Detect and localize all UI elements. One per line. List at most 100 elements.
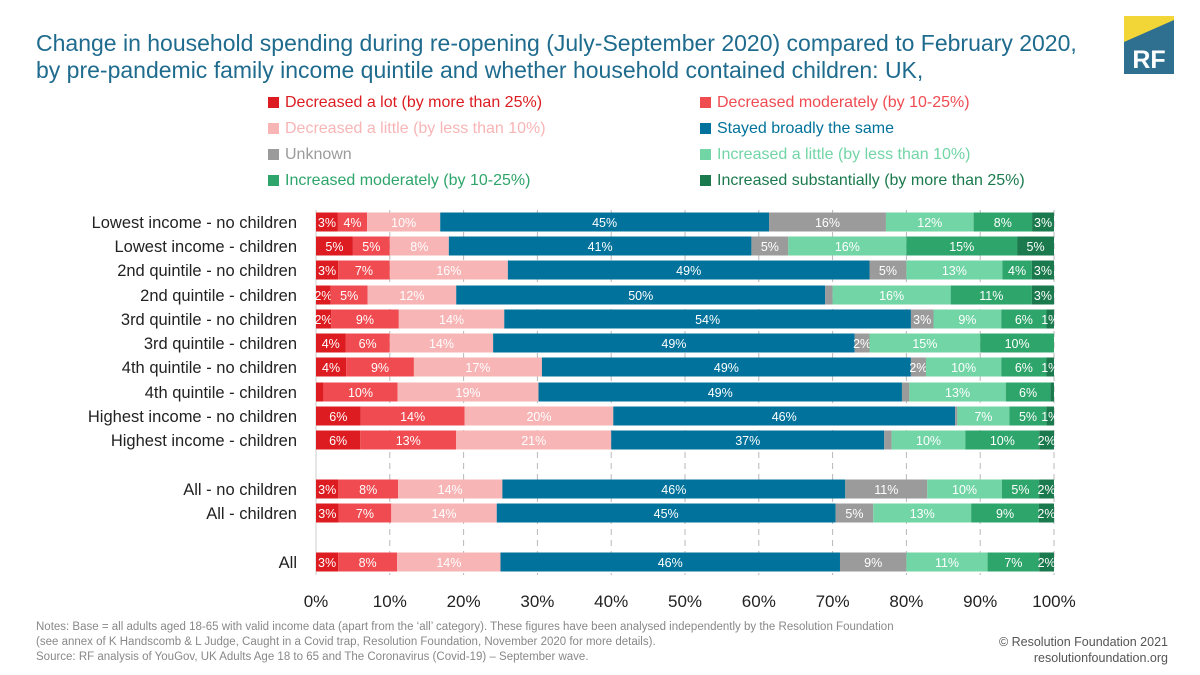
data-label: 3% (318, 264, 336, 278)
bar-segment (1050, 382, 1054, 402)
bar-segment (910, 309, 934, 329)
bar-segment (360, 430, 457, 450)
bar-segment (854, 333, 870, 353)
bar-segment (448, 236, 752, 256)
bar-segment (1017, 236, 1054, 256)
x-tick-label: 20% (447, 592, 481, 611)
bar-segment (825, 285, 833, 305)
bar-segment (360, 406, 465, 426)
data-label: 3% (318, 483, 336, 497)
data-label: 45% (592, 216, 617, 230)
bar-segment (1038, 503, 1054, 523)
data-label: 3% (913, 313, 931, 327)
data-label: 10% (391, 216, 416, 230)
x-tick-label: 90% (963, 592, 997, 611)
legend-swatch (700, 97, 711, 108)
bar-segment (389, 260, 508, 280)
legend-label: Decreased moderately (by 10-25%) (717, 93, 970, 111)
category-label: 2nd quintile - children (140, 287, 297, 305)
data-label: 21% (521, 434, 546, 448)
bar-segment (955, 406, 958, 426)
legend: Decreased a lot (by more than 25%) Decrea… (268, 92, 1088, 191)
bar-segment (316, 236, 353, 256)
legend-swatch (268, 175, 279, 186)
bar-segment (338, 479, 398, 499)
bar-segment (398, 479, 503, 499)
bar-segment (1046, 309, 1054, 329)
data-label: 1% (1041, 313, 1059, 327)
data-label: 3% (1034, 216, 1052, 230)
bar-segment (1032, 212, 1054, 232)
bar-segment (331, 309, 399, 329)
x-tick-label: 70% (816, 592, 850, 611)
data-label: 20% (526, 410, 551, 424)
data-label: 12% (399, 289, 424, 303)
bar-segment (788, 236, 907, 256)
bar-segment (338, 503, 392, 523)
bar-segment (323, 382, 398, 402)
bar-segment (337, 212, 368, 232)
data-label: 5% (325, 240, 343, 254)
data-label: 16% (815, 216, 840, 230)
bar-segment (316, 552, 339, 572)
rf-logo: RF (1124, 16, 1174, 74)
bar-segment (832, 285, 951, 305)
bar-segment (873, 503, 972, 523)
x-tick-label: 80% (889, 592, 923, 611)
data-label: 13% (942, 264, 967, 278)
bar-segment (330, 285, 368, 305)
bar-segment (456, 430, 612, 450)
bar-segment (980, 333, 1054, 353)
bar-segment (413, 357, 542, 377)
bar-segment (1001, 309, 1047, 329)
bar-segment (835, 503, 874, 523)
bar-segment (1039, 430, 1054, 450)
data-label: 3% (318, 556, 336, 570)
data-label: 14% (439, 313, 464, 327)
data-label: 8% (359, 483, 377, 497)
category-label: 3rd quintile - children (144, 335, 297, 353)
data-label: 3% (318, 507, 336, 521)
data-label: 7% (974, 410, 992, 424)
logo-triangle (1124, 16, 1174, 42)
data-label: 6% (1019, 386, 1037, 400)
data-label: 19% (456, 386, 481, 400)
bar-segment (397, 552, 501, 572)
bar-segment (885, 212, 974, 232)
data-label: 2% (314, 313, 332, 327)
data-label: 9% (996, 507, 1014, 521)
bar-segment (1001, 479, 1040, 499)
data-label: 2% (314, 289, 332, 303)
data-label: 37% (735, 434, 760, 448)
legend-label: Stayed broadly the same (717, 119, 894, 137)
bar-segment (464, 406, 614, 426)
data-label: 3% (1034, 289, 1052, 303)
bar-segment (338, 260, 390, 280)
legend-swatch (268, 149, 279, 160)
notes-line: (see annex of K Handscomb & L Judge, Cau… (36, 636, 656, 648)
bar-segment (352, 236, 390, 256)
data-label: 14% (432, 507, 457, 521)
bar-segment (751, 236, 789, 256)
x-tick-label: 100% (1032, 592, 1075, 611)
bar-segment (440, 212, 770, 232)
bar-segment (1001, 357, 1047, 377)
category-label: Highest income - children (111, 432, 297, 450)
category-label: 2nd quintile - no children (117, 262, 297, 280)
legend-swatch (268, 97, 279, 108)
data-label: 49% (676, 264, 701, 278)
data-label: 5% (1019, 410, 1037, 424)
legend-label: Increased moderately (by 10-25%) (285, 171, 531, 189)
category-label: All (279, 554, 297, 572)
data-label: 10% (348, 386, 373, 400)
data-label: 9% (864, 556, 882, 570)
legend-item: Decreased moderately (by 10-25%) (700, 92, 1088, 113)
chart-title: Change in household spending during re-o… (36, 30, 1077, 83)
bar-segment (971, 503, 1039, 523)
data-label: 5% (845, 507, 863, 521)
data-label: 4% (322, 337, 340, 351)
data-label: 9% (356, 313, 374, 327)
data-label: 13% (945, 386, 970, 400)
x-tick-label: 0% (304, 592, 329, 611)
logo-text: RF (1132, 46, 1165, 74)
